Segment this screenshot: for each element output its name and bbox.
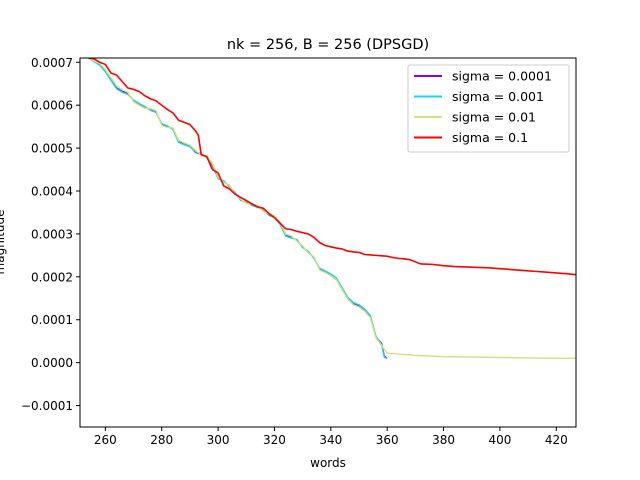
legend-box (407, 64, 570, 153)
y-tick-label: 0.0003 (31, 227, 73, 241)
series-line-3 (88, 58, 576, 276)
x-tick-label: 260 (94, 433, 117, 447)
x-tick-label: 320 (263, 433, 286, 447)
y-tick-label: 0.0000 (31, 356, 73, 370)
x-tick-label: 380 (432, 433, 455, 447)
series-line-2 (88, 58, 576, 360)
x-tick-label: 300 (207, 433, 230, 447)
x-axis: 260 280 300 320 340 360 380 400 420 (94, 427, 568, 447)
x-tick-label: 280 (150, 433, 173, 447)
series-layer (88, 58, 576, 360)
legend: sigma = 0.0001 sigma = 0.001 sigma = 0.01 s… (407, 64, 570, 153)
chart-title: nk = 256, B = 256 (DPSGD) (227, 37, 429, 53)
y-axis-label: magnitude (0, 210, 7, 275)
x-tick-label: 420 (545, 433, 568, 447)
y-axis: −0.0001 0.0000 0.0001 0.0002 0.0003 0.0004 0.0… (21, 56, 80, 413)
legend-label-1: sigma = 0.001 (452, 89, 544, 104)
y-tick-label: 0.0005 (31, 142, 73, 156)
x-axis-label: words (310, 456, 346, 470)
y-tick-label: 0.0007 (31, 56, 73, 70)
y-tick-label: 0.0002 (31, 270, 73, 284)
y-tick-label: 0.0006 (31, 99, 73, 113)
y-tick-label: 0.0004 (31, 185, 73, 199)
plot-frame (79, 57, 577, 428)
x-tick-label: 400 (488, 433, 511, 447)
y-tick-label: −0.0001 (21, 399, 73, 413)
legend-label-2: sigma = 0.01 (452, 110, 536, 125)
legend-label-3: sigma = 0.1 (452, 130, 528, 145)
y-tick-label: 0.0001 (31, 313, 73, 327)
legend-label-0: sigma = 0.0001 (452, 69, 552, 84)
x-tick-label: 340 (319, 433, 342, 447)
x-tick-label: 360 (376, 433, 399, 447)
